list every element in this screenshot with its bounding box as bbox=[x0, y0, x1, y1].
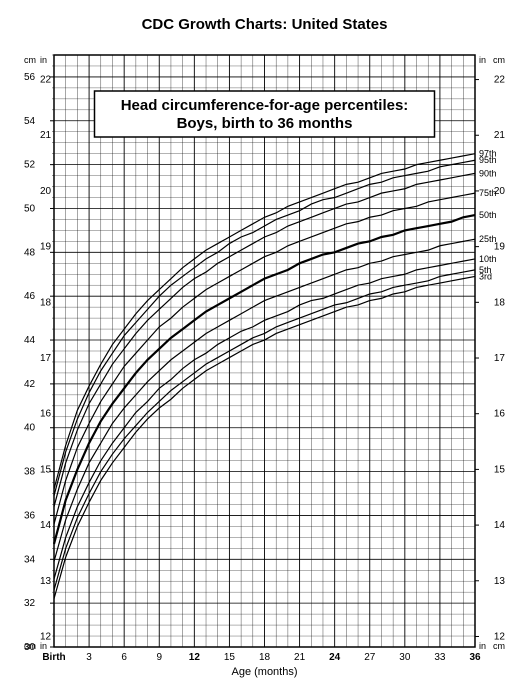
svg-text:17: 17 bbox=[40, 353, 52, 364]
svg-text:18: 18 bbox=[40, 297, 52, 308]
svg-text:56: 56 bbox=[24, 72, 36, 83]
svg-text:32: 32 bbox=[24, 598, 36, 609]
svg-text:15: 15 bbox=[224, 652, 236, 663]
svg-text:10th: 10th bbox=[479, 254, 497, 264]
svg-text:12: 12 bbox=[189, 652, 201, 663]
svg-text:36: 36 bbox=[469, 652, 481, 663]
chart-canvas: cmcm3032343638404244464850525456inin1213… bbox=[10, 45, 519, 685]
svg-text:54: 54 bbox=[24, 116, 36, 127]
svg-text:6: 6 bbox=[121, 652, 127, 663]
svg-text:38: 38 bbox=[24, 467, 36, 478]
svg-text:18: 18 bbox=[259, 652, 271, 663]
svg-text:21: 21 bbox=[40, 130, 52, 141]
svg-text:13: 13 bbox=[40, 576, 52, 587]
svg-text:cm: cm bbox=[493, 55, 505, 65]
svg-text:in: in bbox=[479, 641, 486, 651]
svg-text:cm: cm bbox=[24, 55, 36, 65]
svg-text:Head circumference-for-age per: Head circumference-for-age percentiles: bbox=[121, 97, 409, 114]
svg-text:30: 30 bbox=[399, 652, 411, 663]
svg-text:22: 22 bbox=[494, 75, 506, 86]
svg-text:9: 9 bbox=[156, 652, 162, 663]
svg-text:17: 17 bbox=[494, 353, 506, 364]
page-title: CDC Growth Charts: United States bbox=[10, 16, 519, 33]
svg-text:in: in bbox=[40, 55, 47, 65]
svg-text:14: 14 bbox=[494, 520, 506, 531]
svg-text:15: 15 bbox=[40, 464, 52, 475]
svg-text:90th: 90th bbox=[479, 168, 497, 178]
svg-text:Boys, birth to 36 months: Boys, birth to 36 months bbox=[177, 115, 353, 132]
svg-text:36: 36 bbox=[24, 510, 36, 521]
svg-text:75th: 75th bbox=[479, 188, 497, 198]
svg-text:40: 40 bbox=[24, 423, 36, 434]
svg-text:21: 21 bbox=[294, 652, 306, 663]
svg-text:3: 3 bbox=[86, 652, 92, 663]
svg-text:20: 20 bbox=[40, 186, 52, 197]
svg-text:24: 24 bbox=[329, 652, 341, 663]
svg-text:44: 44 bbox=[24, 335, 36, 346]
svg-text:27: 27 bbox=[364, 652, 376, 663]
svg-text:34: 34 bbox=[24, 554, 36, 565]
svg-text:97th: 97th bbox=[479, 149, 497, 159]
svg-text:cm: cm bbox=[493, 641, 505, 651]
svg-text:Birth: Birth bbox=[42, 652, 65, 663]
svg-text:22: 22 bbox=[40, 75, 52, 86]
svg-text:42: 42 bbox=[24, 379, 36, 390]
svg-text:18: 18 bbox=[494, 297, 506, 308]
svg-text:Age (months): Age (months) bbox=[231, 666, 297, 678]
svg-text:5th: 5th bbox=[479, 265, 492, 275]
svg-text:33: 33 bbox=[434, 652, 446, 663]
svg-text:in: in bbox=[40, 641, 47, 651]
svg-text:15: 15 bbox=[494, 464, 506, 475]
svg-text:16: 16 bbox=[494, 409, 506, 420]
svg-text:19: 19 bbox=[40, 242, 52, 253]
svg-text:52: 52 bbox=[24, 160, 36, 171]
growth-chart: cmcm3032343638404244464850525456inin1213… bbox=[10, 45, 519, 685]
svg-text:21: 21 bbox=[494, 130, 506, 141]
svg-text:48: 48 bbox=[24, 247, 36, 258]
svg-text:16: 16 bbox=[40, 409, 52, 420]
svg-text:30: 30 bbox=[24, 642, 36, 653]
svg-text:in: in bbox=[479, 55, 486, 65]
svg-text:25th: 25th bbox=[479, 234, 497, 244]
svg-text:12: 12 bbox=[40, 631, 52, 642]
svg-text:50: 50 bbox=[24, 203, 36, 214]
svg-text:50th: 50th bbox=[479, 210, 497, 220]
svg-text:46: 46 bbox=[24, 291, 36, 302]
svg-text:14: 14 bbox=[40, 520, 52, 531]
svg-text:13: 13 bbox=[494, 576, 506, 587]
